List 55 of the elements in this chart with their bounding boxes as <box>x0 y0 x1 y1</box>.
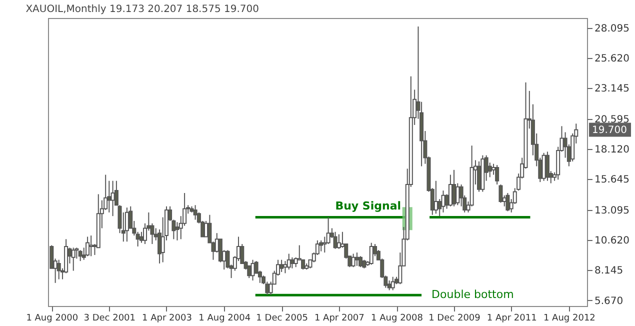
series-label: Buy Signal <box>335 199 402 212</box>
y-tick-label: 18.120 <box>594 144 630 156</box>
candlestick <box>250 259 255 281</box>
candlestick <box>78 250 82 262</box>
x-tick-label: 1 Dec 2009 <box>428 314 481 324</box>
candlestick <box>193 204 198 220</box>
candlestick <box>89 235 94 257</box>
candlestick <box>247 265 252 279</box>
candlestick <box>452 169 456 207</box>
candlestick <box>71 247 76 272</box>
series-label: Double bottom <box>432 288 514 302</box>
x-tick-label: 1 Aug 2000 <box>26 314 78 324</box>
y-tick-label: 25.620 <box>594 53 630 64</box>
y-tick-label: 28.095 <box>594 23 630 34</box>
candlestick <box>336 234 341 250</box>
candlestick <box>333 231 338 250</box>
x-tick-label: 3 Dec 2001 <box>84 314 136 324</box>
x-tick-label: 1 Apr 2011 <box>486 314 537 324</box>
candlestick <box>354 252 359 266</box>
candlestick <box>110 180 115 217</box>
candlestick <box>441 190 446 213</box>
candlestick <box>369 242 374 266</box>
y-tick-label: 15.645 <box>594 174 630 186</box>
candlestick <box>390 276 395 291</box>
candlestick <box>351 253 356 268</box>
candlestick <box>86 236 90 257</box>
candlestick <box>290 256 294 269</box>
candlestick <box>280 259 284 272</box>
y-tick-label: 10.620 <box>594 236 630 247</box>
candlestick <box>456 182 460 206</box>
y-tick-label: 20.595 <box>594 114 630 126</box>
x-tick-label: 1 Aug 2004 <box>198 314 251 324</box>
candlestick <box>294 256 298 268</box>
candlestick <box>56 259 61 280</box>
candlestick <box>139 231 144 244</box>
y-tick-label: 13.095 <box>594 206 630 217</box>
x-tick-label: 1 Aug 2008 <box>371 314 424 324</box>
x-tick-label: 1 Aug 2012 <box>543 314 596 324</box>
candlestick <box>283 260 288 274</box>
x-tick-label: 1 Apr 2003 <box>142 314 192 324</box>
candlestick <box>358 256 363 268</box>
x-tick-label: 1 Apr 2007 <box>314 314 364 324</box>
candlestick <box>498 184 503 204</box>
candlestick <box>495 164 500 185</box>
chart-title: XAUOIL,Monthly 19.173 20.207 18.575 19.700 <box>26 4 259 15</box>
candlestick <box>545 151 550 182</box>
candlestick <box>506 192 510 212</box>
x-tick-label: 1 Dec 2005 <box>256 314 308 324</box>
annotation: 19.700 <box>592 124 627 136</box>
candlestick <box>434 180 438 214</box>
candlestick <box>301 259 306 270</box>
y-tick-label: 8.145 <box>594 266 624 277</box>
y-tick-label: 23.145 <box>594 83 630 94</box>
y-tick-label: 5.670 <box>594 296 624 307</box>
candlestick <box>387 280 392 291</box>
